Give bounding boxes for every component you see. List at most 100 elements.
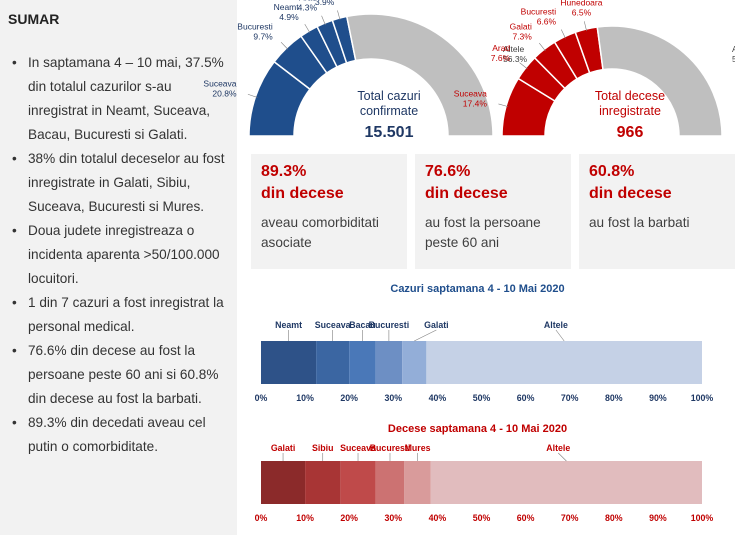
deaths-slice-label: Arad (492, 43, 510, 53)
cases-leader-line (304, 23, 311, 33)
cases-x-tick-label: 50% (473, 393, 491, 403)
cases-bar-segment-label: Bucuresti (369, 320, 410, 330)
deaths-x-tick-label: 50% (473, 513, 491, 523)
deaths-bar-segment-label: Sibiu (312, 443, 334, 453)
deaths-bar-segment-altele (430, 461, 702, 504)
deaths-center-title: inregistrate (599, 104, 661, 118)
deaths-bar-segment-mures (404, 461, 431, 504)
deaths-x-tick-label: 0% (255, 513, 268, 523)
deaths-bar-title: Decese saptamana 4 - 10 Mai 2020 (388, 423, 567, 435)
cases-x-tick-label: 0% (255, 393, 268, 403)
cases-bar-leader-line (414, 329, 437, 342)
deaths-bar-segment-sibiu (305, 461, 341, 504)
deaths-x-tick-label: 90% (649, 513, 667, 523)
stat-percent: 60.8% (589, 163, 635, 180)
cases-bar-segment-label: Suceava (315, 320, 351, 330)
cases-stacked-bar-chart: Cazuri saptamana 4 - 10 Mai 2020 Neamt Suc… (255, 283, 714, 403)
bullet-text: 1 din 7 cazuri a fost inregistrat la per… (28, 295, 224, 334)
stat-card-age: 76.6% din decese au fost la persoane pes… (415, 154, 571, 269)
summary-bullet: • 1 din 7 cazuri a fost inregistrat la pe… (8, 291, 230, 339)
cases-slice-altele (345, 13, 494, 137)
cases-bar-segment-label: Altele (544, 320, 568, 330)
deaths-center-value: 966 (617, 124, 644, 141)
summary-list: • In saptamana 4 – 10 mai, 37.5% din tota… (8, 51, 230, 459)
deaths-bar-segment-bucuresti (375, 461, 405, 504)
cases-center-title: Total cazuri (357, 89, 420, 103)
bullet-text: 76.6% din decese au fost la persoane pes… (28, 343, 219, 406)
deaths-donut-chart: Suceava17.4%Arad7.6%Galati7.3%Bucuresti6… (454, 0, 735, 141)
stat-percent: 89.3% (261, 163, 307, 180)
cases-bar-title: Cazuri saptamana 4 - 10 Mai 2020 (390, 283, 564, 295)
cases-slice-value: 20.8% (212, 88, 237, 98)
cases-slice-value: 56.3% (503, 54, 528, 64)
cases-leader-line (247, 93, 258, 98)
cases-x-tick-label: 20% (340, 393, 358, 403)
cases-x-tick-label: 70% (561, 393, 579, 403)
cases-slice-value: 9.7% (253, 31, 273, 41)
deaths-leader-line (583, 21, 587, 32)
deaths-bar-segment-galati (261, 461, 306, 504)
stat-description: au fost la barbati (589, 215, 690, 230)
bullet-dot: • (12, 295, 17, 310)
cases-slice-label: Bucuresti (237, 21, 273, 31)
deaths-bar-segment-label: Altele (546, 443, 570, 453)
deaths-slice-value: 6.6% (537, 17, 557, 27)
deaths-bar-segment-label: Mures (405, 443, 431, 453)
cases-x-tick-label: 80% (605, 393, 623, 403)
cases-bar-segment-galati (402, 341, 427, 384)
bullet-dot: • (12, 151, 17, 166)
stat-percent: 76.6% (425, 163, 471, 180)
stat-description: au fost la persoane peste 60 ani (425, 215, 541, 250)
deaths-slice-label: Altele (732, 44, 735, 54)
deaths-center-title: Total decese (595, 89, 665, 103)
deaths-x-tick-label: 10% (296, 513, 314, 523)
bullet-text: 89.3% din decedati aveau cel putin o com… (28, 415, 206, 454)
cases-x-tick-label: 100% (691, 393, 714, 403)
cases-slice-label: Neamt (274, 2, 300, 12)
cases-leader-line (337, 10, 341, 21)
deaths-bar-segment-label: Bucuresti (370, 443, 411, 453)
deaths-leader-line (560, 29, 566, 39)
deaths-stacked-bar-chart: Decese saptamana 4 - 10 Mai 2020 Galati Si… (255, 423, 714, 523)
deaths-bar-leader-line (558, 452, 567, 462)
cases-bar-leader-line (555, 329, 565, 342)
deaths-slice-value: 17.4% (463, 99, 488, 109)
stat-label: din decese (425, 185, 508, 202)
cases-leader-line (321, 15, 326, 26)
deaths-leader-line (539, 42, 546, 52)
deaths-slice-altele (596, 25, 723, 137)
deaths-leader-line (519, 62, 528, 70)
deaths-slice-label: Bucuresti (521, 7, 557, 17)
cases-x-tick-label: 40% (429, 393, 447, 403)
cases-bar-segment-label: Bacau (349, 320, 375, 330)
cases-bar-segment-altele (426, 341, 702, 384)
bullet-dot: • (12, 343, 17, 358)
cases-center-title: confirmate (360, 104, 418, 118)
deaths-slice-label: Hunedoara (560, 0, 602, 8)
deaths-bar-segment-label: Suceava (340, 443, 376, 453)
deaths-slice-value: 53.9% (732, 54, 735, 64)
cases-x-tick-label: 30% (384, 393, 402, 403)
summary-bullet: • 38% din totalul deceselor au fost inreg… (8, 147, 230, 219)
summary-bullet: • 76.6% din decese au fost la persoane pe… (8, 339, 230, 411)
summary-title: SUMAR (8, 11, 60, 27)
deaths-x-tick-label: 40% (429, 513, 447, 523)
deaths-bar-segment-label: Galati (271, 443, 295, 453)
cases-bar-segment-bucuresti (375, 341, 403, 384)
deaths-leader-line (498, 103, 509, 107)
summary-bullet: • Doua judete inregistreaza o incidenta a… (8, 219, 230, 291)
cases-donut-chart: Suceava20.8%Bucuresti9.7%Neamt4.9%Arad4.… (203, 0, 527, 141)
deaths-slice-label: Suceava (454, 89, 487, 99)
cases-leader-line (280, 41, 289, 50)
cases-slice-label: Altele (503, 44, 525, 54)
cases-bar-segment-label: Galati (424, 320, 448, 330)
cases-bar-segment-suceava (316, 341, 350, 384)
cases-slice-value: 4.9% (279, 12, 299, 22)
cases-slice-label: Suceava (203, 78, 236, 88)
bullet-dot: • (12, 55, 17, 70)
cases-bar-segment-neamt (261, 341, 317, 384)
deaths-x-tick-label: 100% (691, 513, 714, 523)
cases-slice-label: Arad (299, 0, 317, 3)
deaths-slice-value: 6.5% (572, 8, 592, 18)
stat-label: din decese (589, 185, 672, 202)
